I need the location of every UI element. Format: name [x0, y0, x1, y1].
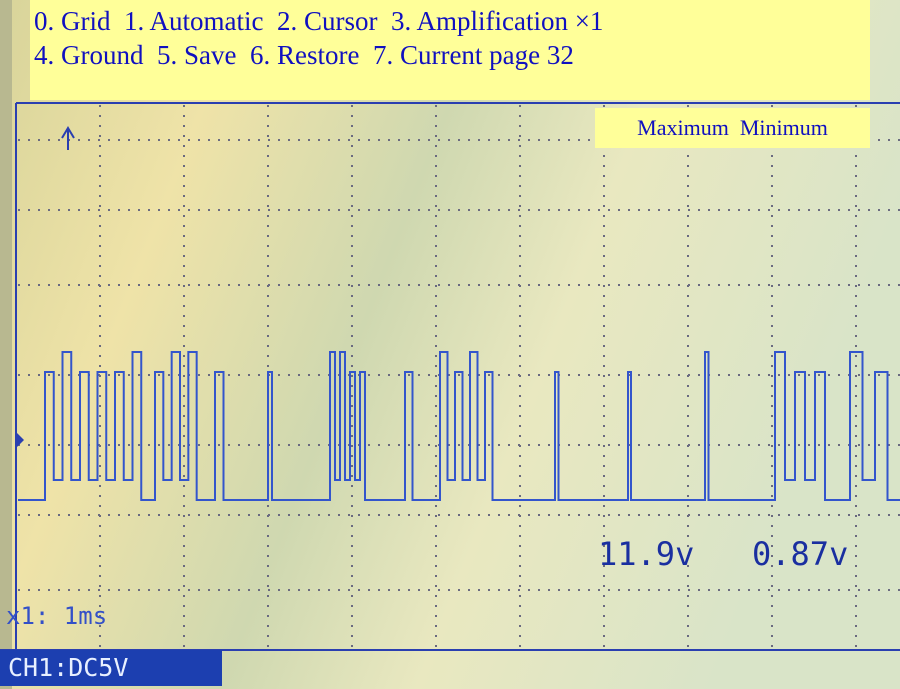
grid [18, 105, 900, 648]
max-reading: 11.9v [598, 535, 695, 573]
legend: Maximum Minimum [595, 108, 870, 148]
min-reading: 0.87v [752, 535, 849, 573]
timebase: x1: 1ms [6, 602, 108, 630]
channel: CH1:DC5V [0, 650, 222, 686]
menu-line: 0. Grid 1. Automatic 2. Cursor 3. Amplif… [34, 6, 604, 36]
menu-line: 4. Ground 5. Save 6. Restore 7. Current … [34, 40, 574, 70]
menu: 0. Grid 1. Automatic 2. Cursor 3. Amplif… [30, 0, 870, 100]
bezel [0, 0, 12, 689]
trigger-arrow [61, 126, 75, 150]
level-marker [16, 432, 24, 448]
waveform [18, 351, 900, 501]
